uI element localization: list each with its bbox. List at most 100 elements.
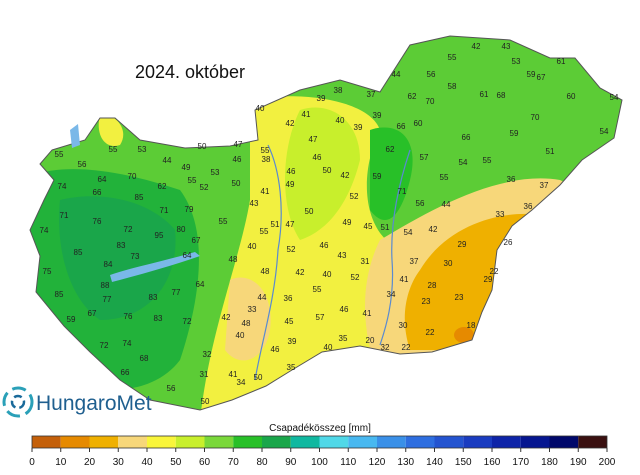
legend-tick-label: 40: [141, 457, 153, 468]
station-value: 40: [236, 331, 245, 340]
station-value: 53: [138, 145, 147, 154]
station-value: 48: [261, 267, 270, 276]
station-value: 55: [55, 150, 64, 159]
station-value: 20: [366, 336, 375, 345]
legend-tick-label: 200: [599, 457, 616, 468]
station-value: 39: [373, 111, 382, 120]
station-value: 66: [121, 368, 130, 377]
legend-tick-label: 150: [455, 457, 472, 468]
station-value: 38: [262, 155, 271, 164]
station-value: 29: [458, 240, 467, 249]
station-value: 44: [258, 293, 267, 302]
station-value: 75: [43, 267, 52, 276]
lake-balaton: [110, 252, 200, 282]
station-value: 41: [261, 187, 270, 196]
station-value: 74: [40, 226, 49, 235]
station-value: 31: [200, 370, 209, 379]
station-value: 44: [442, 200, 451, 209]
logo-text: HungaroMet: [36, 392, 152, 415]
station-value: 51: [546, 147, 555, 156]
legend-tick-label: 30: [113, 457, 125, 468]
legend-swatch: [32, 436, 61, 448]
legend-tick-label: 140: [426, 457, 443, 468]
station-value: 46: [287, 167, 296, 176]
legend-tick-label: 160: [484, 457, 501, 468]
station-value: 56: [427, 70, 436, 79]
station-value: 68: [497, 91, 506, 100]
station-value: 66: [397, 122, 406, 131]
station-value: 51: [381, 223, 390, 232]
station-value: 50: [254, 373, 263, 382]
station-value: 49: [182, 163, 191, 172]
station-value: 47: [286, 220, 295, 229]
station-value: 31: [361, 257, 370, 266]
river-tisza: [379, 149, 411, 346]
station-value: 79: [185, 205, 194, 214]
station-value: 44: [392, 70, 401, 79]
station-value: 32: [381, 343, 390, 352]
station-value: 58: [448, 82, 457, 91]
station-value: 32: [203, 350, 212, 359]
legend-title: Csapadékösszeg [mm]: [269, 423, 371, 434]
station-value: 36: [284, 294, 293, 303]
logo-icon: [2, 386, 34, 418]
station-value: 55: [260, 227, 269, 236]
station-value: 39: [288, 337, 297, 346]
legend-swatch: [492, 436, 521, 448]
station-value: 55: [440, 173, 449, 182]
station-value: 37: [540, 181, 549, 190]
station-value: 34: [237, 378, 246, 387]
legend-swatch: [405, 436, 435, 448]
station-value: 50: [201, 397, 210, 406]
station-value: 62: [158, 182, 167, 191]
station-value: 60: [567, 92, 576, 101]
station-value: 40: [248, 242, 257, 251]
legend-tick-label: 50: [170, 457, 182, 468]
station-value: 43: [250, 199, 259, 208]
logo-icon-inner: [10, 394, 26, 410]
station-value: 38: [334, 86, 343, 95]
legend-swatch: [290, 436, 320, 448]
station-value: 59: [527, 70, 536, 79]
station-value: 70: [531, 113, 540, 122]
station-value: 62: [386, 145, 395, 154]
station-value: 95: [155, 231, 164, 240]
station-value: 42: [296, 268, 305, 277]
station-value: 52: [287, 245, 296, 254]
station-value: 23: [422, 297, 431, 306]
station-value: 40: [256, 104, 265, 113]
station-value: 76: [124, 312, 133, 321]
station-value: 41: [302, 110, 311, 119]
station-value: 42: [341, 171, 350, 180]
station-value: 48: [242, 319, 251, 328]
station-value: 64: [98, 175, 107, 184]
station-value: 53: [512, 57, 521, 66]
station-value: 59: [373, 172, 382, 181]
legend-swatch: [233, 436, 262, 448]
station-value: 41: [363, 309, 372, 318]
title: 2024. október: [135, 62, 245, 82]
station-value: 30: [399, 321, 408, 330]
legend-tick-label: 190: [570, 457, 587, 468]
lake-ferto: [70, 124, 80, 148]
station-value: 29: [484, 275, 493, 284]
station-value: 40: [324, 343, 333, 352]
station-value: 41: [229, 370, 238, 379]
station-value: 55: [448, 53, 457, 62]
station-value: 52: [200, 183, 209, 192]
station-value: 47: [309, 135, 318, 144]
station-value: 72: [183, 317, 192, 326]
station-value: 22: [490, 267, 499, 276]
station-value: 22: [426, 328, 435, 337]
station-value: 49: [286, 180, 295, 189]
legend-tick-label: 170: [512, 457, 529, 468]
station-value: 35: [339, 334, 348, 343]
legend-swatch: [434, 436, 464, 448]
station-value: 84: [104, 260, 113, 269]
legend-tick-label: 60: [199, 457, 211, 468]
station-value: 42: [222, 313, 231, 322]
station-value: 34: [387, 290, 396, 299]
station-value: 55: [261, 146, 270, 155]
station-value: 74: [58, 182, 67, 191]
legend-swatch: [60, 436, 90, 448]
